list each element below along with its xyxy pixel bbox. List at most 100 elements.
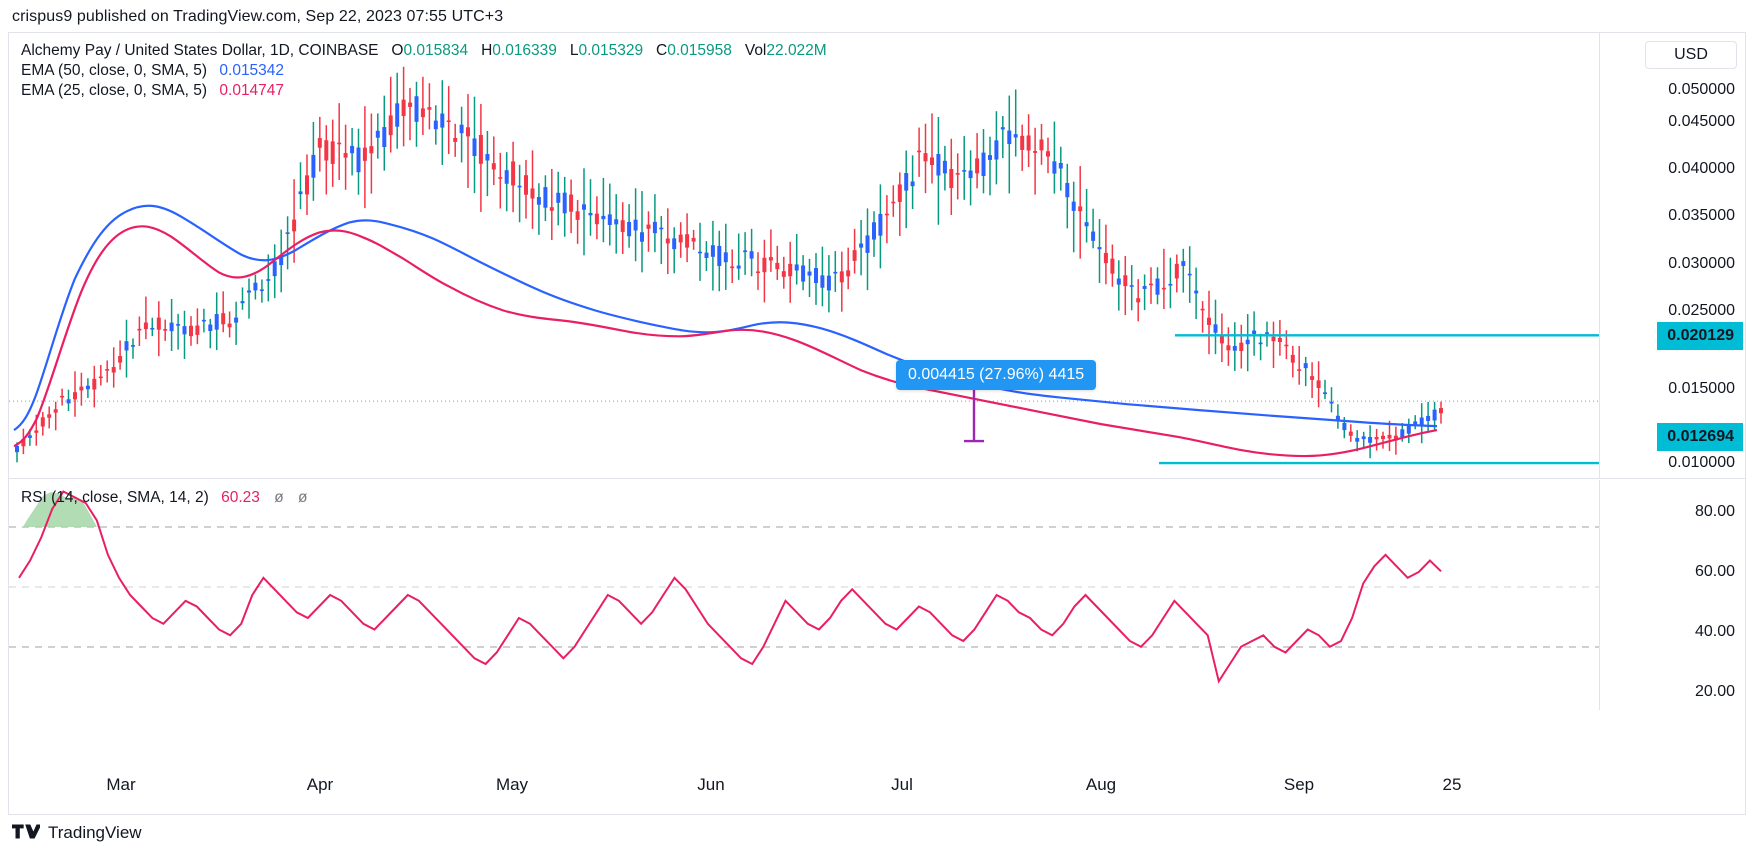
candle-body <box>897 184 902 202</box>
candle-body <box>292 219 297 232</box>
rsi-line <box>18 490 1442 684</box>
candle-body <box>124 341 129 351</box>
candle-body <box>859 243 864 248</box>
candle-body <box>478 134 483 164</box>
candle-body <box>659 227 664 230</box>
price-badge-resistance[interactable]: 0.020129 <box>1657 322 1743 350</box>
candle-body <box>1207 317 1211 325</box>
candle-body <box>356 147 361 173</box>
price-pane[interactable]: Alchemy Pay / United States Dollar, 1D, … <box>9 33 1745 479</box>
time-label-25: 25 <box>1442 775 1462 794</box>
currency-chip[interactable]: USD <box>1645 41 1737 69</box>
rsi-axis[interactable]: 80.00 60.00 40.00 20.00 <box>1599 480 1745 710</box>
candle-body <box>1232 345 1237 351</box>
candle-body <box>337 142 342 145</box>
candle-body <box>1361 436 1366 440</box>
candle-body <box>1252 330 1257 335</box>
candle-body <box>253 282 258 291</box>
chart-frame: Alchemy Pay / United States Dollar, 1D, … <box>8 32 1746 815</box>
candle-body <box>1413 421 1418 425</box>
candle-body <box>517 185 522 188</box>
candle-body <box>305 175 309 195</box>
candle-body <box>1432 409 1437 421</box>
candle-body <box>1149 283 1153 286</box>
price-axis[interactable]: USD 0.050000 0.045000 0.040000 0.035000 … <box>1599 33 1745 478</box>
ema50-label: EMA (50, close, 0, SMA, 5) <box>21 62 208 79</box>
candle-body <box>279 255 284 266</box>
brand-name: TradingView <box>48 823 142 842</box>
ema50-legend[interactable]: EMA (50, close, 0, SMA, 5) 0.015342 <box>21 61 284 81</box>
candle-body <box>569 194 574 212</box>
candle-body <box>21 438 26 447</box>
candle-body <box>582 204 586 210</box>
candle-body <box>607 214 612 225</box>
candle-body <box>240 301 245 304</box>
candle-body <box>852 250 857 261</box>
candle-body <box>717 245 722 266</box>
candle-body <box>1026 135 1031 151</box>
ema25-label: EMA (25, close, 0, SMA, 5) <box>21 82 208 99</box>
candle-body <box>34 430 39 433</box>
candle-body <box>498 177 503 179</box>
ema50-value: 0.015342 <box>219 62 285 79</box>
rsi-legend[interactable]: RSI (14, close, SMA, 14, 2) 60.23 ø ø <box>21 488 307 508</box>
candle-body <box>865 235 870 253</box>
candle-body <box>131 345 135 347</box>
candle-body <box>691 237 696 242</box>
candle-body <box>111 367 116 373</box>
candle-body <box>723 252 728 263</box>
price-tick-0.010000: 0.010000 <box>1668 454 1735 471</box>
candle-body <box>79 386 84 391</box>
ema25-legend[interactable]: EMA (25, close, 0, SMA, 5) 0.014747 <box>21 81 284 101</box>
candle-body <box>150 327 155 330</box>
candle-body <box>1303 363 1308 369</box>
candle-body <box>730 266 735 269</box>
candle-body <box>15 445 19 453</box>
candle-body <box>549 207 554 211</box>
candle-body <box>994 140 999 160</box>
candle-body <box>427 107 432 110</box>
rsi-plot[interactable] <box>9 480 1599 710</box>
candle-body <box>453 137 458 142</box>
candle-body <box>1213 324 1218 333</box>
candlestick-series <box>15 66 1443 463</box>
candle-body <box>698 251 702 254</box>
time-label-may: May <box>495 775 529 794</box>
candle-body <box>1065 182 1070 198</box>
candle-body <box>169 322 174 332</box>
candle-body <box>66 399 71 404</box>
candle-body <box>594 213 599 225</box>
candle-body <box>936 154 941 176</box>
candle-body <box>975 158 980 174</box>
candle-body <box>1058 163 1063 169</box>
candle-body <box>259 289 264 292</box>
candle-body <box>781 271 786 277</box>
price-badge-support[interactable]: 0.012694 <box>1657 423 1743 451</box>
candle-body <box>1161 287 1166 290</box>
symbol-legend: Alchemy Pay / United States Dollar, 1D, … <box>21 41 827 61</box>
candle-body <box>962 170 967 172</box>
ohlc-low: L0.015329 <box>561 42 644 59</box>
candle-body <box>1155 278 1160 295</box>
candle-body <box>459 124 464 134</box>
candle-body <box>1033 151 1038 153</box>
candle-body <box>1200 308 1205 311</box>
candle-body <box>1103 252 1108 264</box>
candle-body <box>1181 261 1186 266</box>
candle-body <box>801 265 806 282</box>
candle-body <box>1039 139 1044 151</box>
candle-body <box>620 220 625 232</box>
candle-body <box>491 163 496 170</box>
price-plot[interactable] <box>9 33 1599 478</box>
candle-body <box>762 257 767 273</box>
ema25-value: 0.014747 <box>219 82 285 99</box>
candle-body <box>1419 417 1424 426</box>
rsi-pane[interactable]: RSI (14, close, SMA, 14, 2) 60.23 ø ø 80… <box>9 480 1745 710</box>
candle-body <box>1097 247 1102 250</box>
candle-body <box>910 181 915 187</box>
price-tick-0.030000: 0.030000 <box>1668 255 1735 272</box>
candle-body <box>1374 436 1379 440</box>
candle-body <box>775 262 780 270</box>
candle-body <box>1226 345 1231 351</box>
